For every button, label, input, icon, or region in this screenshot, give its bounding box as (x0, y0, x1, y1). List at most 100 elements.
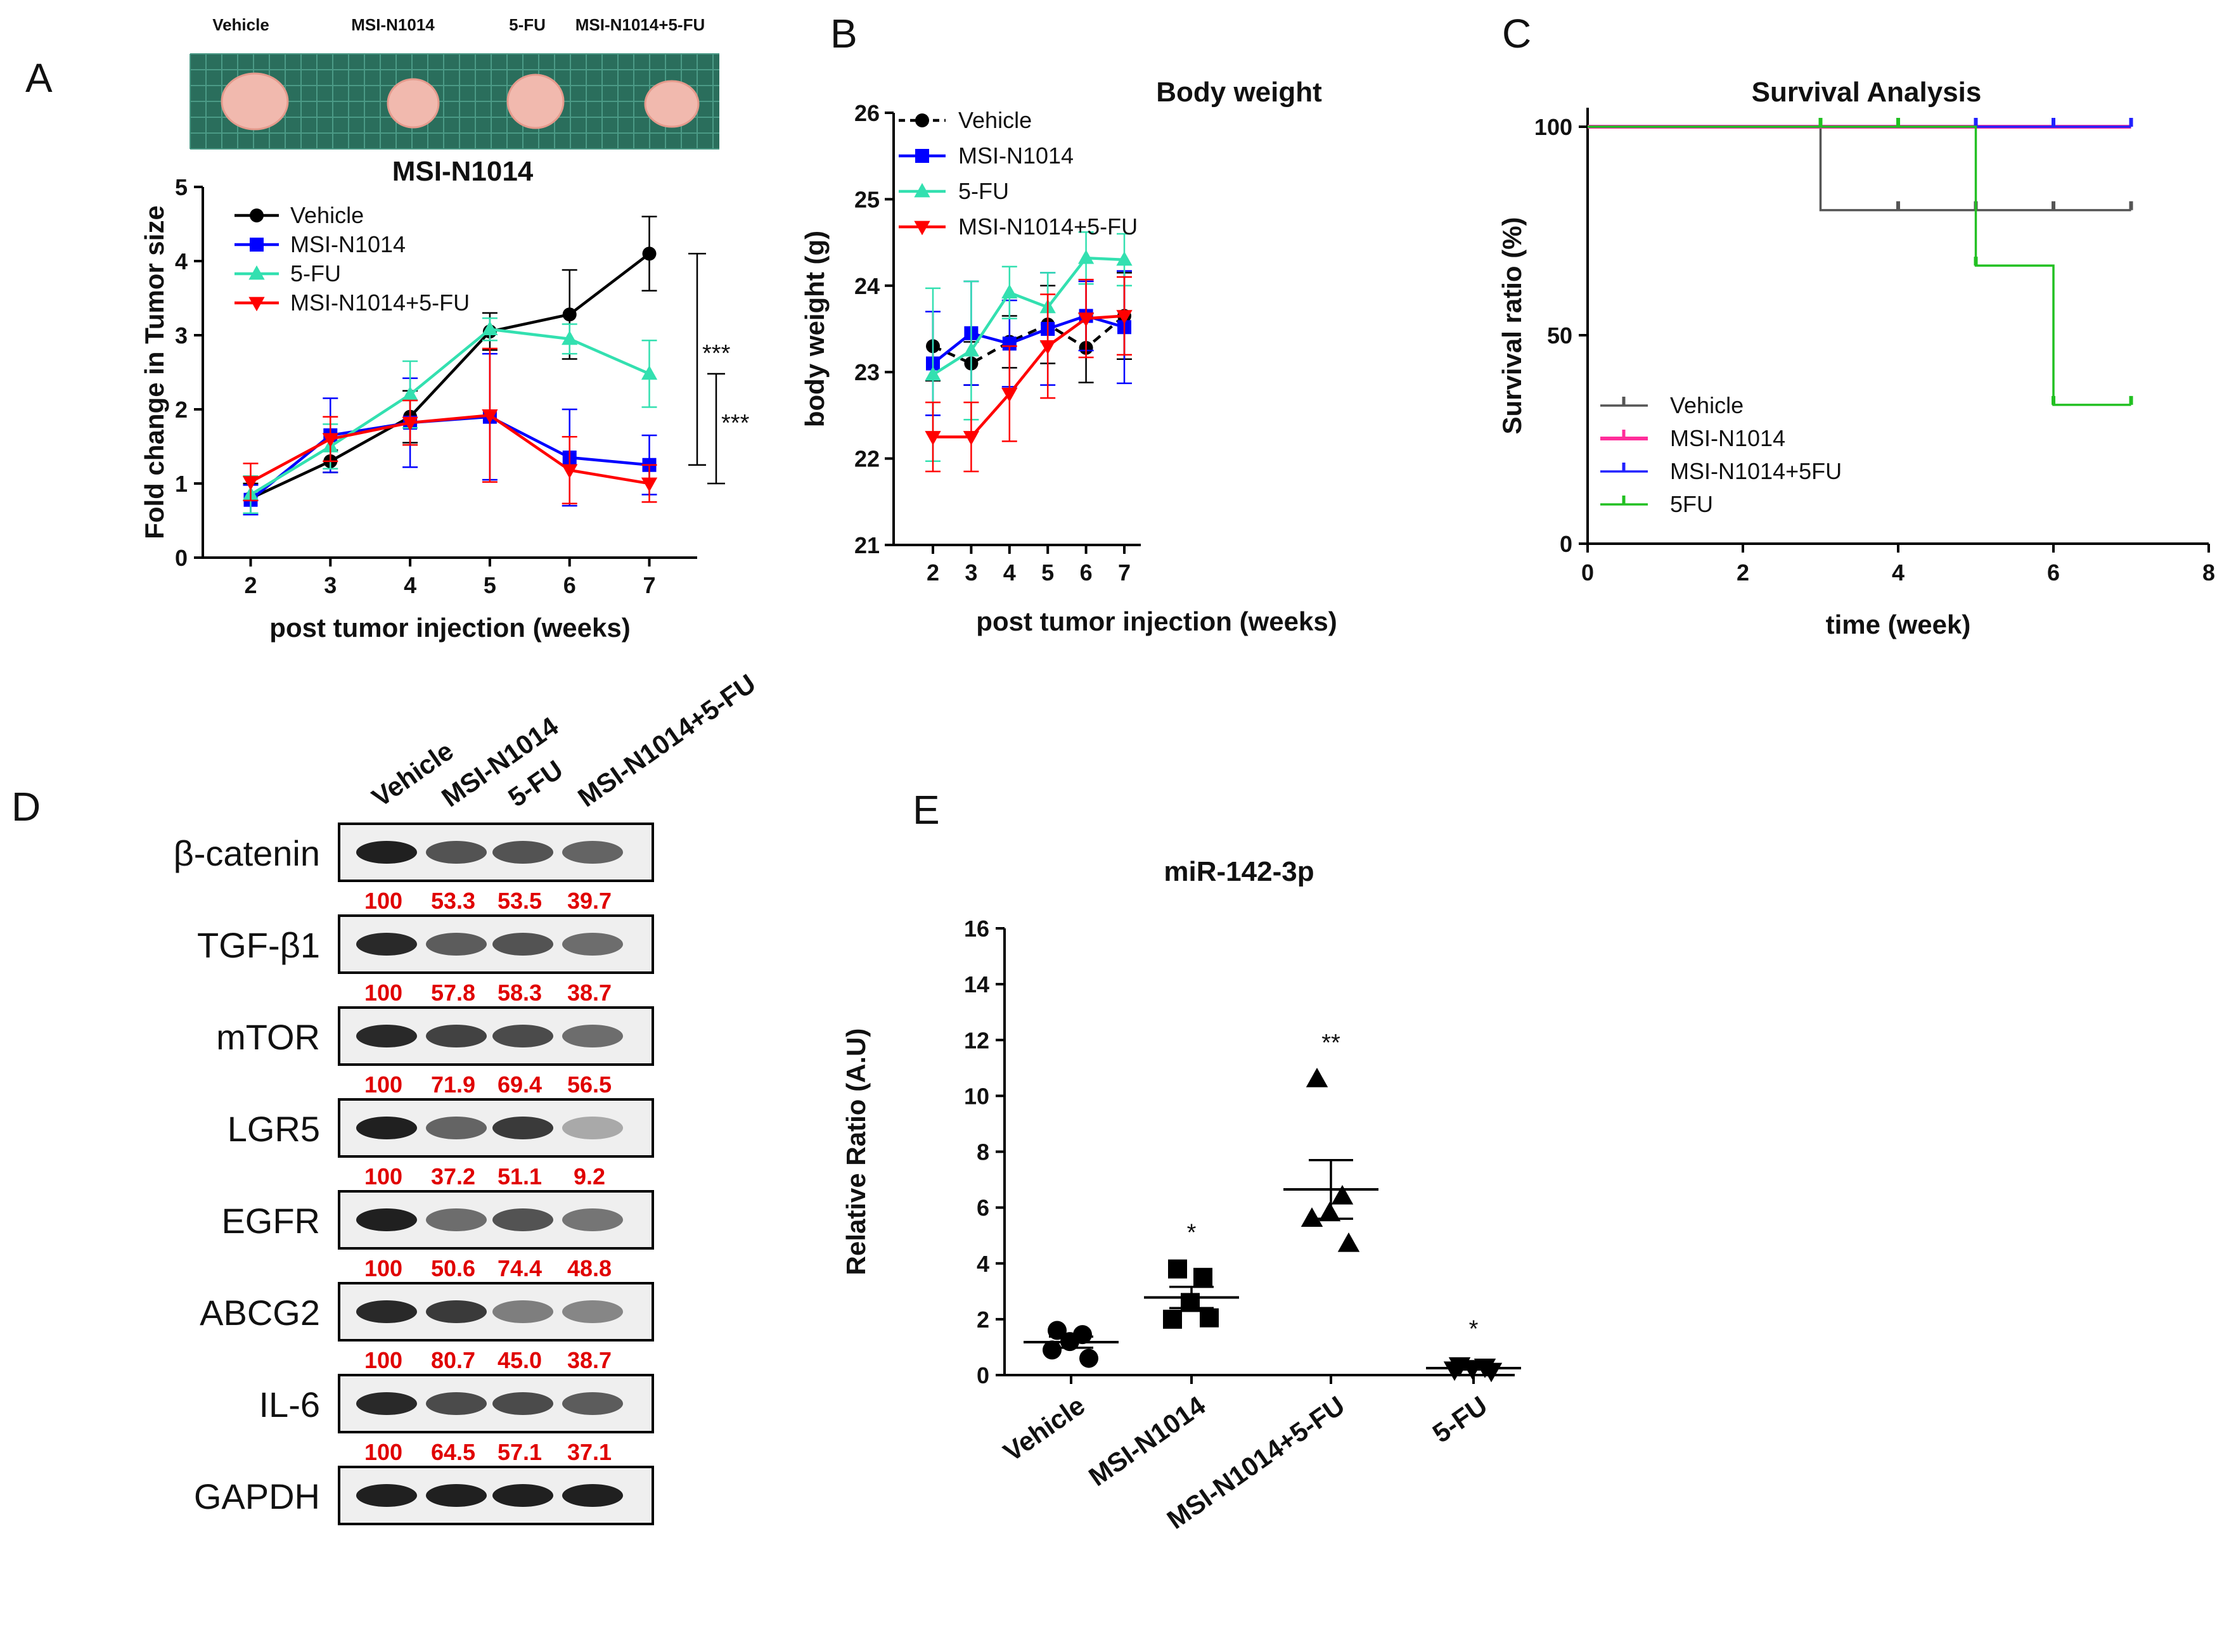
y-tick-label: 1 (175, 471, 188, 497)
blot-7 (338, 1466, 654, 1525)
data-point (1048, 1321, 1067, 1340)
protein-band (426, 933, 487, 956)
group-0 (1024, 1321, 1119, 1368)
data-point (1039, 340, 1056, 355)
series-line (933, 314, 1125, 439)
protein-band (426, 1117, 487, 1139)
group-3 (1426, 1357, 1521, 1383)
blot-6 (338, 1374, 654, 1433)
legend-label: 5-FU (290, 260, 341, 286)
y-axis-label: Relative Ratio (A.U) (841, 1028, 871, 1276)
protein-band (356, 1025, 417, 1047)
protein-band (356, 841, 417, 864)
blot-5 (338, 1282, 654, 1341)
data-point (1168, 1259, 1187, 1279)
band-quantification: 51.1 (498, 1163, 542, 1189)
y-tick-label: 0 (1560, 531, 1572, 557)
panel-letter-e: E (913, 787, 940, 833)
sig-label: ** (1321, 1030, 1340, 1056)
x-tick-label: 2 (244, 572, 257, 598)
tumor-sample (387, 78, 440, 129)
legend-label: MSI-N1014+5FU (1670, 458, 1842, 484)
x-tick-label: 8 (2202, 560, 2215, 586)
chart-title: Body weight (1156, 77, 1322, 108)
protein-band (426, 1025, 487, 1047)
y-tick-label: 50 (1547, 323, 1572, 349)
y-tick-label: 5 (175, 174, 188, 200)
band-quantification: 50.6 (431, 1255, 475, 1281)
legend-marker (250, 238, 264, 252)
series-line (932, 256, 1125, 376)
y-tick-label: 4 (977, 1251, 989, 1277)
series-line (250, 328, 650, 496)
protein-band (562, 1300, 623, 1323)
band-quantification: 57.1 (498, 1439, 542, 1465)
legend-marker (914, 221, 930, 236)
panel-letter-d: D (11, 784, 41, 829)
data-point (1301, 1207, 1323, 1227)
y-axis-label: Fold change in Tumor size (139, 205, 169, 539)
photo-label: Vehicle (212, 15, 269, 34)
data-point (562, 464, 578, 479)
photo-caption: MSI-N1014 (392, 156, 534, 187)
survival-step-line (1588, 125, 2131, 212)
protein-band (492, 1117, 553, 1139)
protein-band (492, 1392, 553, 1415)
band-quantification: 64.5 (431, 1439, 475, 1465)
legend-marker (915, 149, 929, 163)
protein-band (492, 933, 553, 956)
data-point (963, 342, 980, 357)
protein-band (562, 1117, 623, 1139)
protein-band (426, 1484, 487, 1507)
band-quantification: 57.8 (431, 980, 475, 1006)
photo-label: 5-FU (509, 15, 546, 34)
sig-label: *** (702, 340, 731, 367)
photo-label: MSI-N1014+5-FU (575, 15, 705, 34)
data-point (1331, 1185, 1354, 1205)
y-tick-label: 25 (854, 186, 880, 212)
protein-band (492, 1025, 553, 1047)
x-tick-label: 6 (563, 572, 576, 598)
blot-3 (338, 1098, 654, 1158)
x-tick-label: Vehicle (998, 1390, 1091, 1468)
x-tick-label: 3 (965, 560, 977, 586)
protein-label: EGFR (221, 1201, 320, 1241)
protein-band (426, 1392, 487, 1415)
protein-band (426, 1300, 487, 1323)
legend-marker (248, 265, 265, 280)
group-2 (1283, 1067, 1378, 1252)
data-point (402, 386, 418, 400)
band-quantification: 48.8 (567, 1255, 612, 1281)
data-point (1116, 251, 1133, 266)
data-point (1077, 249, 1095, 264)
protein-band (562, 1484, 623, 1507)
series-1 (925, 270, 1132, 416)
y-tick-label: 2 (175, 397, 188, 423)
data-point (642, 247, 657, 261)
data-point (402, 416, 418, 432)
data-point (322, 433, 338, 447)
band-quantification: 100 (364, 1439, 402, 1465)
protein-label: mTOR (216, 1017, 320, 1057)
data-point (1001, 387, 1018, 402)
data-point (562, 330, 578, 345)
series-3 (925, 276, 1133, 473)
data-point (641, 477, 658, 492)
x-tick-label: 7 (643, 572, 656, 598)
y-tick-label: 4 (175, 248, 188, 274)
legend-label: Vehicle (290, 202, 364, 228)
x-tick-label: 4 (404, 572, 416, 598)
protein-band (356, 1392, 417, 1415)
protein-label: ABCG2 (200, 1293, 320, 1333)
y-tick-label: 22 (854, 446, 880, 472)
band-quantification: 58.3 (498, 980, 542, 1006)
sig-label: * (1187, 1220, 1197, 1246)
x-tick-label: 4 (1892, 560, 1905, 586)
series-0 (1588, 118, 2133, 212)
blot-4 (338, 1190, 654, 1250)
data-point (1002, 336, 1017, 351)
band-quantification: 9.2 (574, 1163, 605, 1189)
data-point (963, 431, 980, 445)
protein-band (426, 1208, 487, 1231)
y-tick-label: 6 (977, 1195, 989, 1221)
